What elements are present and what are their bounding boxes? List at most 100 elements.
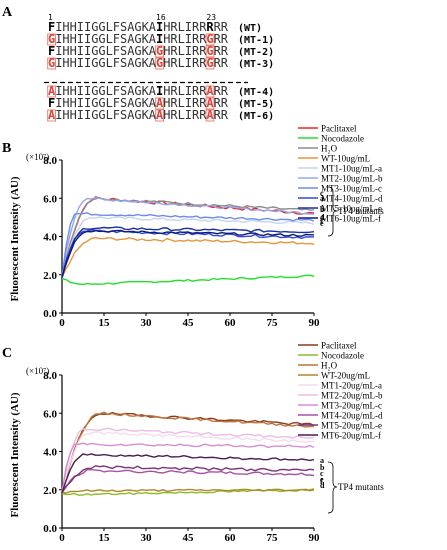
series-line (61, 274, 315, 286)
series-line (61, 229, 315, 278)
series-tag: d (320, 213, 325, 222)
y-tick-label: 4.0 (43, 447, 57, 459)
sequence-text: FIHHIIGGLFSAGKAGHRLIRRGRR (48, 44, 229, 58)
variant-label: (WT) (238, 23, 262, 34)
x-tick-label: 75 (267, 317, 279, 329)
series-line (61, 488, 315, 496)
legend-label: MT4-10ug/mL-d (321, 194, 383, 204)
series-line (61, 196, 315, 278)
panel-c-chart: C (×10⁷) Fluorescent Intensity (AU) 0.0 2… (2, 341, 384, 545)
sequence-rows: FIHHIIGGLFSAGKAIHRLIRRRRR (WT) GIHHIIGGLFS… (47, 20, 274, 122)
y-tick-label: 2.0 (43, 270, 57, 282)
x-tick-label: 30 (141, 317, 153, 329)
sequence-row: FIHHIIGGLFSAGKAIHRLIRRRRR (WT) (48, 20, 262, 34)
series-tag: f (320, 477, 323, 486)
x-tick-label: 60 (225, 317, 237, 329)
x-tick-label: 90 (309, 532, 321, 544)
legend-label: MT6-20ug/mL-f (321, 431, 381, 441)
panel-b-group-bracket (327, 186, 338, 237)
series-tag: a (320, 194, 324, 203)
panel-b-y-axis-title: Fluorescent Intensity (AU) (9, 176, 21, 301)
legend-label: WT-10ug/mL (321, 154, 370, 164)
sequence-row: AIHHIIGGLFSAGKAIHRLIRRARR (MT-4) (47, 84, 274, 98)
series-line (61, 229, 315, 278)
x-tick-label: 15 (99, 532, 111, 544)
mutation-box (155, 45, 164, 58)
series-tag: b (320, 205, 325, 214)
variant-label: (MT-1) (238, 35, 274, 46)
variant-label: (MT-2) (238, 47, 274, 58)
legend-label: Nocodazole (321, 351, 364, 361)
sequence-row: FIHHIIGGLFSAGKAGHRLIRRGRR (MT-2) (48, 44, 274, 58)
sequence-row: GIHHIIGGLFSAGKAGHRLIRRGRR (MT-3) (47, 56, 274, 70)
x-tick-label: 30 (141, 532, 153, 544)
sequence-text: GIHHIIGGLFSAGKAGHRLIRRGRR (48, 56, 229, 70)
series-line (61, 468, 315, 494)
series-line (61, 197, 315, 277)
x-tick-label: 75 (267, 532, 279, 544)
mutation-box (155, 57, 164, 70)
legend-label: MT5-10ug/mL-e (321, 204, 382, 214)
panel-b-legend: PaclitaxelNocodazoleH₂OWT-10ug/mLMT1-10u… (298, 124, 383, 224)
panel-b-axes: 0.0 2.0 4.0 6.0 8.0 0 15 30 45 60 75 90 (43, 155, 320, 329)
panel-b-series-tags: abc def (320, 189, 325, 228)
mutation-box (205, 45, 215, 58)
mutation-box (205, 33, 215, 46)
series-line (61, 411, 315, 493)
legend-label: MT2-20ug/mL-b (321, 391, 383, 401)
series-line (61, 453, 315, 493)
variant-label: (MT-3) (238, 59, 274, 70)
legend-label: MT6-10ug/mL-f (321, 214, 381, 224)
panel-b-group-label: TP4 mutants (338, 206, 384, 216)
x-tick-label: 60 (225, 532, 237, 544)
panel-c-axes: 0.0 2.0 4.0 6.0 8.0 0 15 30 45 60 75 90 (43, 370, 320, 544)
series-tag: b (320, 463, 325, 472)
panel-b-series-lines (61, 196, 315, 286)
legend-label: H₂O (321, 361, 338, 371)
series-line (61, 427, 315, 492)
x-tick-label: 0 (59, 532, 65, 544)
series-line (61, 488, 315, 494)
legend-label: Nocodazole (321, 134, 364, 144)
panel-c-multiplier: (×10⁷) (26, 366, 49, 376)
legend-label: Paclitaxel (321, 341, 357, 351)
y-tick-label: 6.0 (43, 193, 57, 205)
position-labels: 1 16 23 (48, 13, 216, 22)
y-tick-label: 8.0 (43, 155, 57, 167)
series-line (61, 212, 315, 277)
sequence-text: FIHHIIGGLFSAGKAIHRLIRRRRR (48, 20, 229, 34)
mutation-box (47, 57, 56, 70)
sequence-text: FIHHIIGGLFSAGKAAHRLIRRARR (48, 96, 229, 110)
series-line (61, 226, 315, 278)
panel-b-chart: B (×10⁷) Fluorescent Intensity (AU) 0.0 2… (2, 124, 384, 330)
y-tick-label: 2.0 (43, 485, 57, 497)
mutation-box (205, 109, 215, 122)
series-tag: f (320, 217, 323, 226)
y-tick-label: 4.0 (43, 232, 57, 244)
legend-label: Paclitaxel (321, 124, 357, 134)
panel-a-label: A (2, 5, 13, 20)
y-tick-label: 6.0 (43, 408, 57, 420)
legend-label: MT1-20ug/mL-a (321, 381, 382, 391)
series-tag: e (320, 475, 324, 484)
variant-label: (MT-6) (238, 111, 274, 122)
legend-label: WT-20ug/mL (321, 371, 370, 381)
sequence-row: AIHHIIGGLFSAGKAAHRLIRRARR (MT-6) (47, 108, 274, 122)
sequence-text: AIHHIIGGLFSAGKAIHRLIRRARR (48, 84, 229, 98)
sequence-row: FIHHIIGGLFSAGKAAHRLIRRARR (MT-5) (48, 96, 274, 110)
series-line (61, 237, 315, 278)
panel-c-group-bracket (327, 461, 338, 514)
y-tick-label: 8.0 (43, 370, 57, 382)
panel-b-label: B (2, 141, 11, 156)
panel-c-group-label: TP4 mutants (338, 482, 384, 492)
y-tick-label: 0.0 (43, 523, 57, 535)
variant-label: (MT-5) (238, 99, 274, 110)
mutation-box (155, 97, 164, 110)
x-tick-label: 0 (59, 317, 65, 329)
series-tag: d (320, 481, 325, 490)
panel-c-label: C (2, 346, 12, 361)
mutation-box (47, 109, 56, 122)
legend-label: MT5-20ug/mL-e (321, 421, 382, 431)
panel-c-series-lines (61, 411, 315, 496)
